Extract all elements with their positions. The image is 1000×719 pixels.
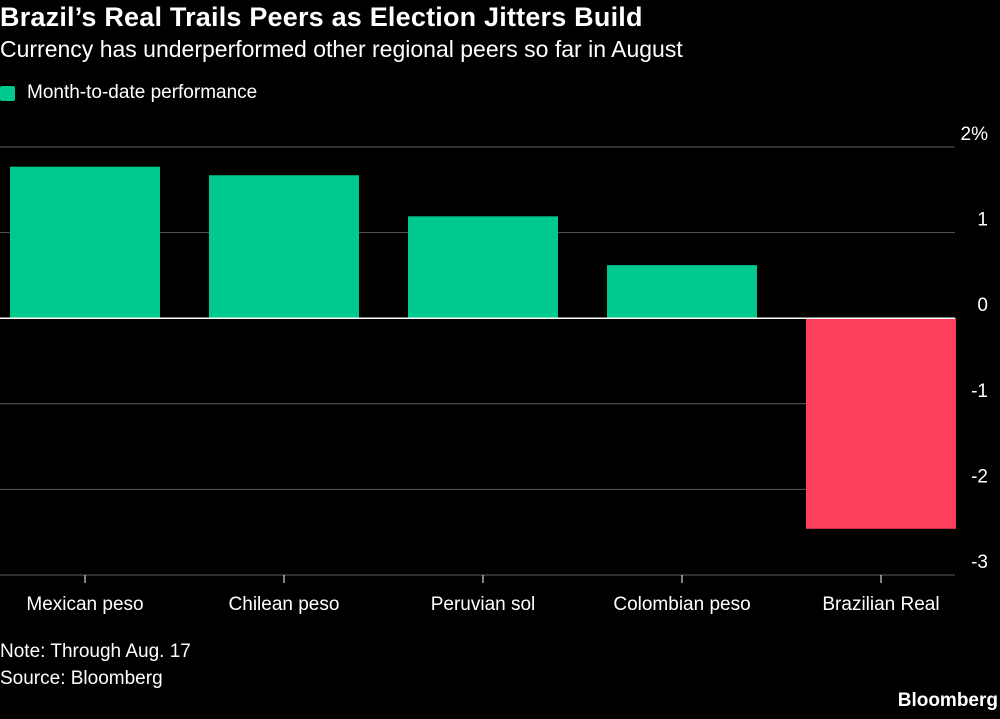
bar bbox=[408, 216, 558, 319]
y-tick-label: -2 bbox=[971, 466, 988, 487]
bloomberg-logo: Bloomberg bbox=[897, 690, 998, 711]
chart-subtitle: Currency has underperformed other region… bbox=[0, 36, 683, 62]
chart-source: Source: Bloomberg bbox=[0, 668, 163, 689]
y-tick-label: -3 bbox=[971, 552, 988, 573]
y-tick-label: 2% bbox=[961, 124, 989, 145]
bar bbox=[209, 175, 359, 319]
bar bbox=[10, 166, 160, 319]
y-tick-label: -1 bbox=[971, 381, 988, 402]
bar bbox=[806, 318, 956, 529]
chart-note: Note: Through Aug. 17 bbox=[0, 641, 191, 662]
y-tick-label: 0 bbox=[977, 295, 988, 316]
x-tick-label: Chilean peso bbox=[229, 594, 340, 615]
x-tick-label: Peruvian sol bbox=[431, 594, 536, 615]
bar bbox=[607, 265, 757, 319]
x-tick-label: Brazilian Real bbox=[822, 594, 939, 615]
x-tick-label: Colombian peso bbox=[613, 594, 750, 615]
legend: Month-to-date performance bbox=[0, 82, 257, 104]
legend-swatch bbox=[0, 85, 15, 101]
y-tick-label: 1 bbox=[977, 210, 988, 231]
legend-label: Month-to-date performance bbox=[27, 82, 258, 103]
chart-title: Brazil’s Real Trails Peers as Election J… bbox=[0, 2, 643, 32]
x-tick-label: Mexican peso bbox=[26, 594, 143, 615]
